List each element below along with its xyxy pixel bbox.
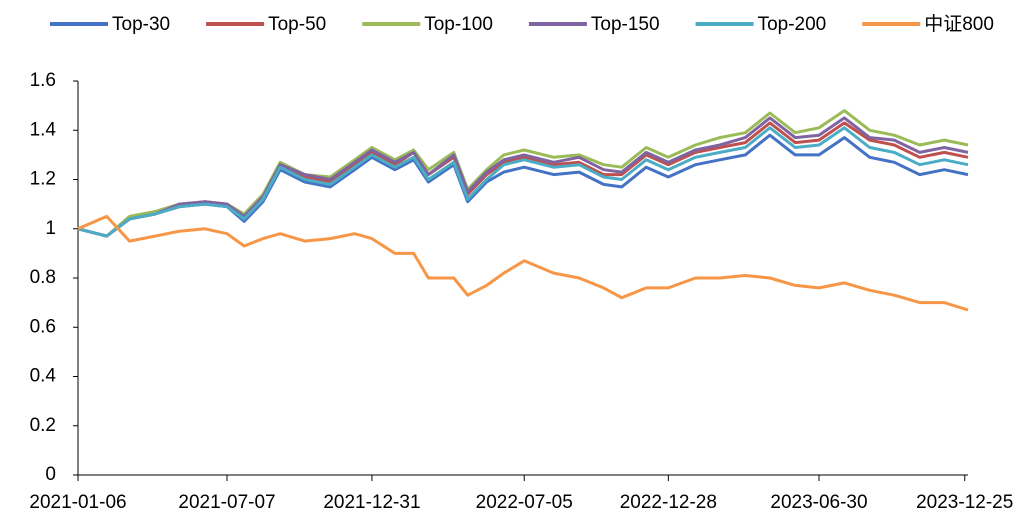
y-tick-label: 1.4	[30, 119, 57, 140]
y-tick-label: 0.6	[30, 316, 56, 337]
y-tick-label: 0.8	[30, 267, 56, 288]
legend-label: Top-150	[591, 14, 660, 35]
legend-label: Top-200	[758, 14, 827, 35]
y-tick-label: 0.4	[30, 366, 57, 387]
legend-label: Top-50	[268, 14, 326, 35]
series-line	[77, 126, 969, 238]
series-line	[77, 116, 969, 238]
y-tick-label: 1.2	[30, 169, 56, 190]
y-tick-label: 1.6	[30, 70, 56, 91]
x-tick-label: 2023-12-25	[916, 492, 1013, 513]
y-tick-label: 0.2	[30, 415, 56, 436]
y-tick-label: 0	[45, 464, 56, 485]
x-tick-label: 2021-12-31	[323, 492, 420, 513]
legend-label: Top-30	[112, 14, 170, 35]
x-tick-label: 2022-12-28	[620, 492, 717, 513]
series-line	[77, 121, 969, 238]
series-line	[77, 214, 969, 312]
legend-label: 中证800	[924, 13, 994, 35]
x-tick-label: 2022-07-05	[476, 492, 573, 513]
x-tick-label: 2021-07-07	[178, 492, 275, 513]
x-tick-label: 2021-01-06	[29, 492, 126, 513]
y-tick-label: 1	[45, 218, 56, 239]
x-tick-label: 2023-06-30	[770, 492, 867, 513]
legend-label: Top-100	[424, 14, 493, 35]
